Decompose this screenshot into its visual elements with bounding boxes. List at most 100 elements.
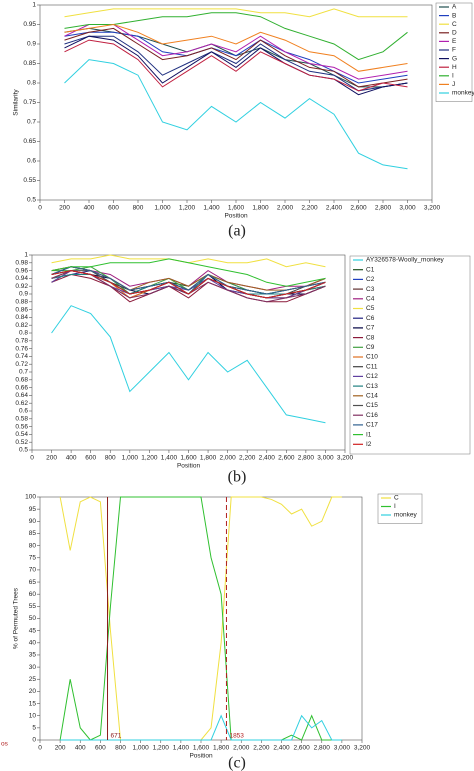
series-line	[64, 12, 408, 61]
y-tick-label: 0.96	[15, 267, 28, 274]
y-tick-label: 0.94	[15, 275, 28, 282]
legend-label: C10	[366, 354, 378, 361]
x-tick-label: 600	[108, 205, 119, 212]
x-tick-label: 2,400	[326, 205, 343, 212]
series-line	[64, 39, 408, 92]
y-tick-label: 0.86	[15, 306, 28, 313]
y-tick-label: 0.5	[19, 447, 28, 454]
legend-label: C2	[366, 276, 375, 283]
y-tick-label: 25	[29, 676, 37, 683]
x-axis-label: Position	[189, 753, 213, 760]
y-tick-label: 0.9	[27, 41, 36, 48]
y-tick-label: 0.58	[15, 416, 28, 423]
legend-label: D	[452, 30, 457, 37]
series-line	[51, 258, 326, 287]
legend-label: E	[452, 38, 457, 45]
x-tick-label: 1,400	[173, 745, 190, 752]
y-tick-label: 0.66	[15, 384, 28, 391]
x-tick-label: 1,400	[161, 455, 178, 462]
y-tick-label: 20	[29, 688, 37, 695]
x-tick-label: 1,600	[193, 745, 210, 752]
y-axis-label: Similarity	[13, 89, 20, 116]
legend-label: C5	[366, 305, 375, 312]
x-tick-label: 200	[59, 205, 70, 212]
x-tick-label: 1,000	[132, 745, 149, 752]
legend-box	[377, 493, 423, 524]
y-tick-label: 80	[29, 542, 37, 549]
x-tick-label: 3,200	[424, 205, 441, 212]
legend-label: C	[394, 495, 399, 502]
legend-label: I1	[366, 431, 372, 438]
y-tick-label: 0.92	[15, 283, 28, 290]
series-line	[64, 59, 408, 170]
y-tick-label: 15	[29, 700, 37, 707]
breakpoint-label: 671	[111, 733, 122, 740]
y-tick-label: 0	[32, 737, 36, 744]
breakpoint-label: 1853	[229, 733, 244, 740]
x-tick-label: 2,400	[259, 455, 276, 462]
y-tick-label: 0.74	[15, 353, 28, 360]
legend-label: C15	[366, 402, 378, 409]
series-line	[51, 266, 326, 295]
caption: (a)	[228, 223, 246, 240]
x-tick-label: 2,600	[350, 205, 367, 212]
x-tick-label: 2,000	[219, 455, 236, 462]
x-tick-label: 2,800	[298, 455, 315, 462]
y-tick-label: 0.54	[15, 431, 28, 438]
x-tick-label: 400	[84, 205, 95, 212]
x-tick-label: 600	[95, 745, 106, 752]
y-tick-label: 85	[29, 530, 37, 537]
x-tick-label: 2,000	[277, 205, 294, 212]
legend-label: C8	[366, 334, 375, 341]
y-tick-label: 0.6	[27, 158, 36, 165]
x-tick-label: 1,000	[122, 455, 139, 462]
x-tick-label: 1,600	[228, 205, 245, 212]
x-tick-label: 3,200	[354, 745, 371, 752]
x-tick-label: 3,200	[337, 455, 354, 462]
x-tick-label: 3,000	[334, 745, 351, 752]
x-tick-label: 0	[38, 745, 42, 752]
series-line	[51, 270, 326, 299]
plot-frame	[39, 496, 363, 741]
legend-label: C7	[366, 325, 375, 332]
legend-label: C4	[366, 296, 375, 303]
x-tick-label: 1,800	[200, 455, 217, 462]
legend-label: J	[452, 81, 455, 88]
y-tick-label: 0.76	[15, 345, 28, 352]
legend-label: H	[452, 64, 457, 71]
x-tick-label: 1,000	[154, 205, 171, 212]
y-tick-label: 0.7	[27, 119, 36, 126]
x-tick-label: 2,200	[239, 455, 256, 462]
x-tick-label: 1,800	[213, 745, 230, 752]
x-tick-label: 400	[75, 745, 86, 752]
x-axis-label: Position	[177, 463, 201, 470]
series-line	[51, 305, 326, 424]
series-line	[64, 24, 408, 80]
y-tick-label: 0.8	[27, 80, 36, 87]
y-tick-label: 0.7	[19, 369, 28, 376]
x-axis-label: Position	[224, 213, 248, 220]
y-tick-label: 65	[29, 579, 37, 586]
y-tick-label: 0.85	[23, 60, 36, 67]
series-line	[64, 35, 408, 92]
y-tick-label: 0.82	[15, 322, 28, 329]
legend-label: C9	[366, 344, 375, 351]
y-axis-label: % of Permuted Trees	[13, 587, 20, 649]
y-tick-label: 90	[29, 518, 37, 525]
legend-box	[349, 255, 471, 455]
x-tick-label: 800	[133, 205, 144, 212]
legend-label: C14	[366, 393, 378, 400]
x-tick-label: 800	[115, 745, 126, 752]
x-tick-label: 400	[66, 455, 77, 462]
series-line	[64, 8, 408, 18]
legend-label: C11	[366, 363, 378, 370]
legend-label: C13	[366, 383, 378, 390]
legend-label: I	[394, 503, 396, 510]
x-tick-label: 2,600	[293, 745, 310, 752]
y-tick-label: 100	[25, 494, 36, 501]
legend-label: C	[452, 21, 457, 28]
y-tick-label: 60	[29, 591, 37, 598]
legend-label: C6	[366, 315, 375, 322]
